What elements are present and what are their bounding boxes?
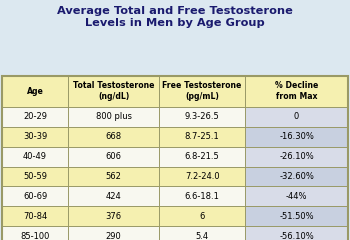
Bar	[245, 107, 348, 127]
Text: Age: Age	[27, 87, 43, 96]
Text: 5.4: 5.4	[196, 232, 209, 240]
Text: -44%: -44%	[286, 192, 307, 201]
Text: 60-69: 60-69	[23, 192, 47, 201]
Text: 0: 0	[294, 112, 299, 121]
Text: 800 plus: 800 plus	[96, 112, 132, 121]
Bar	[159, 107, 245, 127]
Bar	[2, 186, 68, 206]
Bar	[245, 186, 348, 206]
Bar	[2, 147, 68, 167]
Bar	[159, 167, 245, 186]
Bar	[245, 147, 348, 167]
Text: 6.6-18.1: 6.6-18.1	[185, 192, 219, 201]
Text: 606: 606	[106, 152, 122, 161]
Text: -51.50%: -51.50%	[279, 212, 314, 221]
Bar	[245, 206, 348, 226]
Text: 50-59: 50-59	[23, 172, 47, 181]
Bar	[2, 76, 348, 107]
Bar	[2, 76, 348, 240]
Text: 20-29: 20-29	[23, 112, 47, 121]
Text: 6: 6	[199, 212, 205, 221]
Text: 85-100: 85-100	[20, 232, 50, 240]
Bar	[2, 206, 68, 226]
Text: % Decline
from Max: % Decline from Max	[275, 81, 318, 101]
Bar	[245, 226, 348, 240]
Text: Total Testosterone
(ng/dL): Total Testosterone (ng/dL)	[73, 81, 154, 101]
Text: 668: 668	[106, 132, 122, 141]
Text: 70-84: 70-84	[23, 212, 47, 221]
Text: 562: 562	[106, 172, 122, 181]
Text: 376: 376	[106, 212, 122, 221]
Text: 40-49: 40-49	[23, 152, 47, 161]
Text: -16.30%: -16.30%	[279, 132, 314, 141]
Text: -26.10%: -26.10%	[279, 152, 314, 161]
Text: -56.10%: -56.10%	[279, 232, 314, 240]
Bar	[68, 147, 159, 167]
Text: 30-39: 30-39	[23, 132, 47, 141]
Bar	[159, 186, 245, 206]
Bar	[2, 127, 68, 147]
Bar	[159, 206, 245, 226]
Text: 290: 290	[106, 232, 122, 240]
Bar	[2, 107, 68, 127]
Text: Free Testosterone
(pg/mL): Free Testosterone (pg/mL)	[162, 81, 242, 101]
Text: 6.8-21.5: 6.8-21.5	[185, 152, 219, 161]
Text: 7.2-24.0: 7.2-24.0	[185, 172, 219, 181]
Bar	[68, 107, 159, 127]
Text: -32.60%: -32.60%	[279, 172, 314, 181]
Bar	[245, 167, 348, 186]
Bar	[2, 167, 68, 186]
Bar	[159, 147, 245, 167]
Bar	[159, 226, 245, 240]
Bar	[245, 127, 348, 147]
Text: 9.3-26.5: 9.3-26.5	[185, 112, 219, 121]
Text: Average Total and Free Testosterone
Levels in Men by Age Group: Average Total and Free Testosterone Leve…	[57, 6, 293, 28]
Bar	[2, 226, 68, 240]
Bar	[159, 127, 245, 147]
Bar	[68, 186, 159, 206]
Text: 8.7-25.1: 8.7-25.1	[185, 132, 219, 141]
Bar	[68, 127, 159, 147]
Text: 424: 424	[106, 192, 122, 201]
Bar	[68, 206, 159, 226]
Bar	[68, 167, 159, 186]
Bar	[68, 226, 159, 240]
